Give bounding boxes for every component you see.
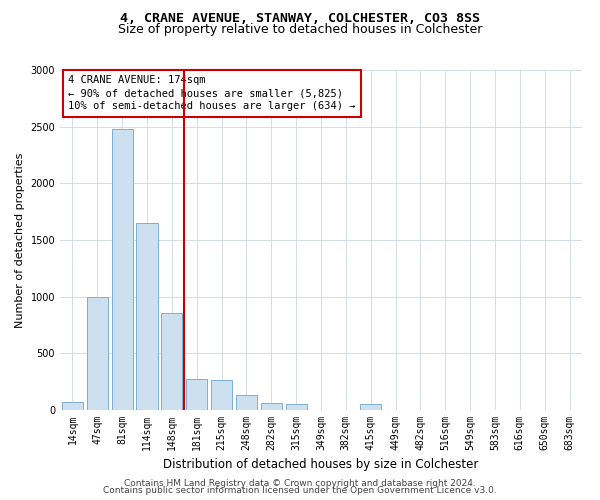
Y-axis label: Number of detached properties: Number of detached properties — [15, 152, 25, 328]
Bar — [87, 296, 108, 410]
Bar — [62, 402, 83, 410]
Bar — [360, 404, 381, 410]
Bar — [211, 380, 232, 410]
Text: 4 CRANE AVENUE: 174sqm
← 90% of detached houses are smaller (5,825)
10% of semi-: 4 CRANE AVENUE: 174sqm ← 90% of detached… — [68, 75, 355, 112]
Bar — [261, 403, 282, 410]
X-axis label: Distribution of detached houses by size in Colchester: Distribution of detached houses by size … — [163, 458, 479, 471]
Text: 4, CRANE AVENUE, STANWAY, COLCHESTER, CO3 8SS: 4, CRANE AVENUE, STANWAY, COLCHESTER, CO… — [120, 12, 480, 26]
Bar — [286, 404, 307, 410]
Text: Contains HM Land Registry data © Crown copyright and database right 2024.: Contains HM Land Registry data © Crown c… — [124, 478, 476, 488]
Bar — [236, 396, 257, 410]
Bar — [186, 380, 207, 410]
Bar — [161, 312, 182, 410]
Text: Size of property relative to detached houses in Colchester: Size of property relative to detached ho… — [118, 22, 482, 36]
Bar — [136, 223, 158, 410]
Bar — [112, 129, 133, 410]
Text: Contains public sector information licensed under the Open Government Licence v3: Contains public sector information licen… — [103, 486, 497, 495]
